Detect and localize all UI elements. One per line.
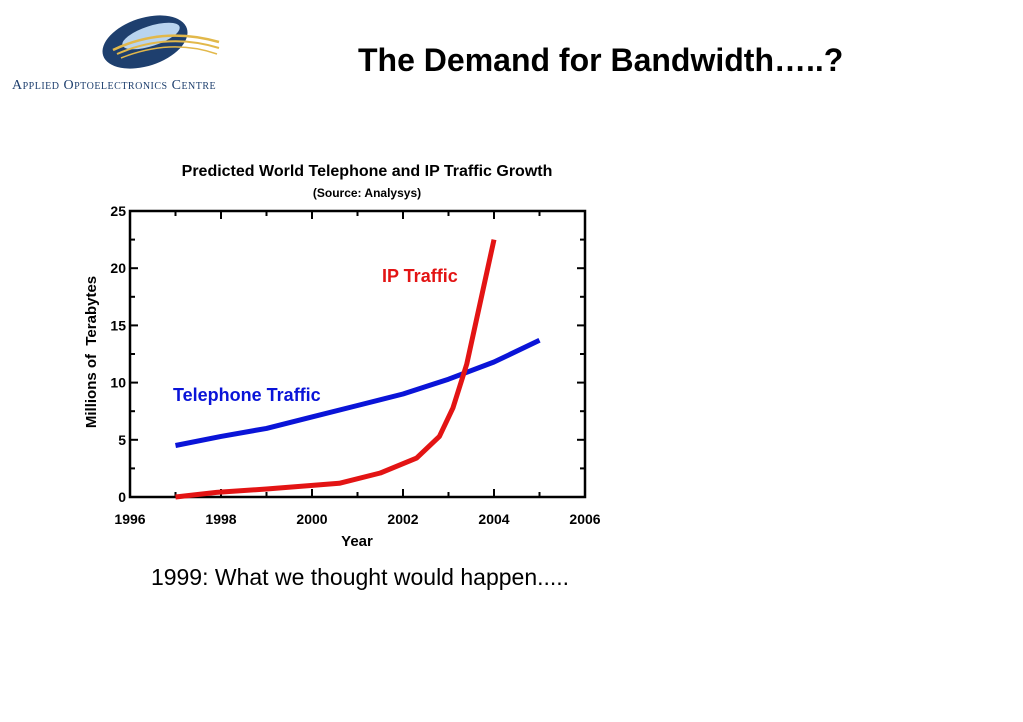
chart-subtitle: (Source: Analysys) [313, 186, 421, 200]
plot-area [128, 209, 587, 499]
y-tick-label: 15 [110, 317, 126, 333]
y-tick-label: 20 [110, 260, 126, 276]
axis-labels: 1996 1998 2000 2002 2004 2006 0 5 10 15 20 25 [110, 203, 600, 527]
y-tick-label: 0 [118, 489, 126, 505]
y-tick-label: 5 [118, 432, 126, 448]
series-label-ip-traffic: IP Traffic [382, 266, 458, 286]
x-tick-label: 2004 [478, 511, 509, 527]
y-axis-label: Millions of Terabytes [83, 276, 100, 428]
logo-text: Applied Optoelectronics Centre [12, 78, 217, 93]
series-label-telephone-traffic: Telephone Traffic [173, 385, 321, 405]
x-axis-label: Year [341, 533, 373, 550]
logo-swoosh-icon [102, 15, 220, 69]
x-tick-label: 2000 [296, 511, 327, 527]
page-title: The Demand for Bandwidth…..? [358, 42, 844, 78]
x-tick-label: 1998 [205, 511, 236, 527]
company-logo: Applied Optoelectronics Centre [8, 6, 288, 106]
series-line-telephone-traffic [175, 338, 541, 448]
x-tick-label: 1996 [114, 511, 145, 527]
series-line-ip-traffic [175, 239, 497, 500]
chart-title: Predicted World Telephone and IP Traffic… [182, 163, 553, 180]
series-lines [175, 239, 541, 500]
x-tick-label: 2002 [387, 511, 418, 527]
slide-caption: 1999: What we thought would happen..... [150, 564, 570, 590]
x-tick-label: 2006 [569, 511, 600, 527]
y-tick-label: 10 [110, 375, 126, 391]
y-tick-label: 25 [110, 203, 126, 219]
axis-ticks [129, 210, 586, 498]
